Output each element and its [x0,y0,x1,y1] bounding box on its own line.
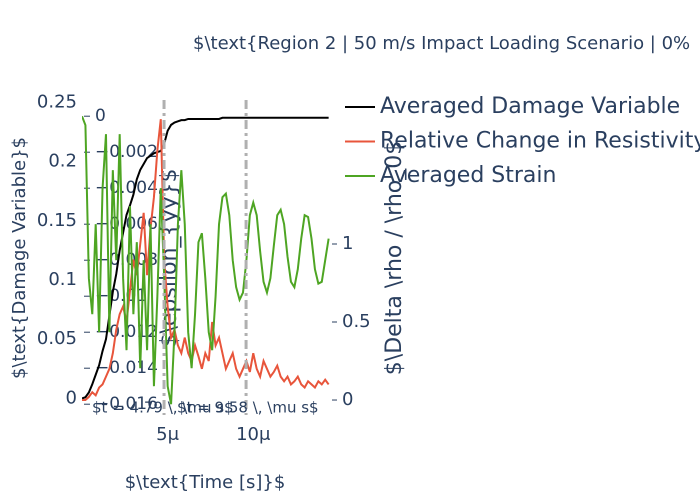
legend-label: Averaged Damage Variable [380,94,680,119]
chart-title: $\text{Region 2 | 50 m/s Impact Loading … [193,33,690,54]
y-axis-title: $\text{Damage Variable}$ [9,137,30,379]
y-tick-label: 0.2 [48,151,77,172]
x-tick-label: 10μ [236,424,271,445]
annotation: $t = 4.79 \, \mu s$ [92,399,234,417]
x-tick-label: 5μ [156,424,179,445]
y-tick-label: 0.15 [37,210,77,231]
y2-tick-label: −0.014 [95,358,158,378]
y-tick-label: 0 [66,387,77,408]
y3-axis-title: $\Delta \rho / \rho_0$ [382,141,407,375]
series-line [82,115,330,405]
y2-tick-label: −0.002 [95,142,158,162]
y-tick-label: 0.05 [37,328,77,349]
series-line [82,119,330,402]
y-tick-label: 0.1 [48,269,77,290]
y3-tick-label: 0.5 [342,311,371,332]
series-line [82,116,329,400]
y3-tick-label: 0 [342,389,353,410]
y2-tick-label: −0.016 [95,394,158,414]
y-tick-label: 0.25 [37,91,77,112]
legend-label: Relative Change in Resistivity [380,129,700,154]
legend-label: Averaged Strain [380,163,556,188]
plot-area [82,115,330,405]
y2-tick-label: −0.004 [95,178,158,198]
y3-tick-label: 1 [342,233,353,254]
annotation: $t = 9.58 \, \mu s$ [177,399,319,417]
y2-tick-label: 0 [95,106,106,126]
x-axis-title: $\text{Time [s]}$ [125,472,286,493]
